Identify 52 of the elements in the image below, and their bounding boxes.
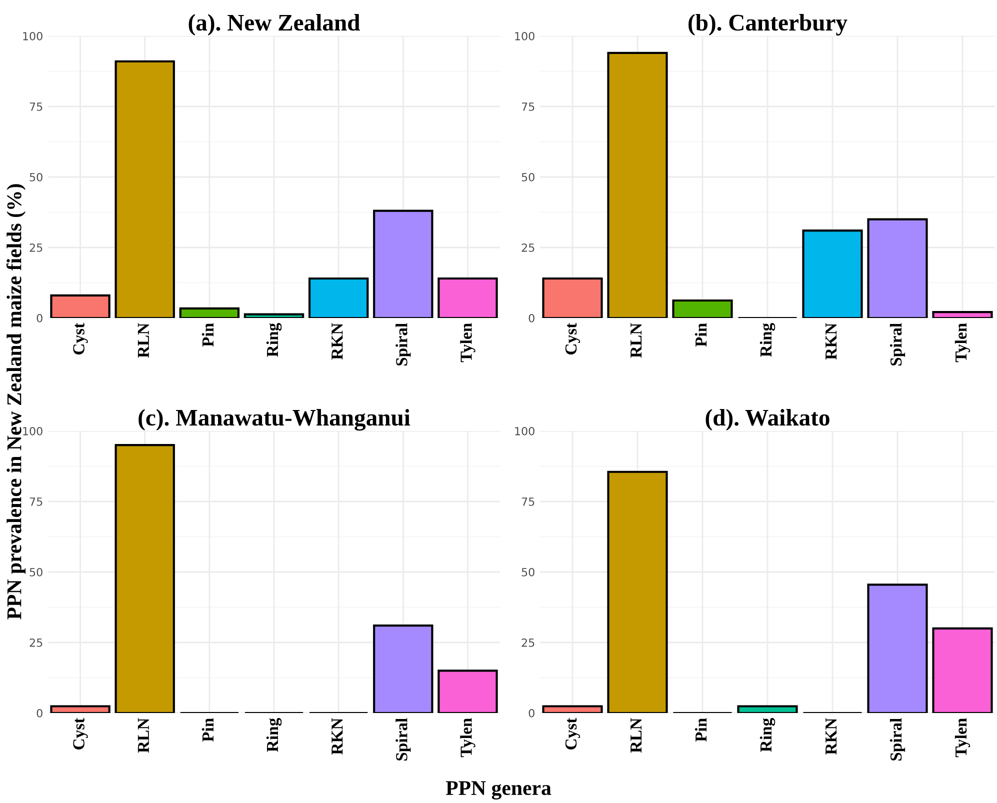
x-tick-label: Cyst xyxy=(565,322,580,354)
x-tick-label: Spiral xyxy=(396,323,411,366)
y-tick-label: 25 xyxy=(522,638,534,647)
y-tick-label: 75 xyxy=(30,102,42,111)
x-tick-label: Ring xyxy=(266,718,282,752)
x-tick-label: Pin xyxy=(694,718,707,742)
y-tick-label: 100 xyxy=(515,32,534,40)
x-tick-label: Ring xyxy=(266,323,282,357)
x-tick-label: Pin xyxy=(202,323,214,347)
chart-title: (b). Canterbury xyxy=(688,14,848,36)
y-tick-label: 100 xyxy=(23,32,42,40)
x-tick-label: Cyst xyxy=(73,718,88,750)
y-tick-label: 25 xyxy=(30,243,42,252)
y-tick-label: 0 xyxy=(528,708,534,718)
y-tick-label: 25 xyxy=(522,243,534,252)
x-tick-label: Tylen xyxy=(954,718,970,758)
x-tick-label: RLN xyxy=(138,718,149,753)
y-tick-label: 100 xyxy=(515,426,534,436)
x-tick-label: RLN xyxy=(630,323,642,358)
x-tick-label: RKN xyxy=(332,718,343,755)
x-tick-label: RKN xyxy=(826,718,837,755)
x-tick-label: Tylen xyxy=(460,323,476,362)
y-tick-label: 0 xyxy=(528,314,534,322)
x-tick-label: Pin xyxy=(202,718,214,742)
x-tick-label: Spiral xyxy=(890,718,906,760)
x-tick-label: RKN xyxy=(826,323,837,360)
x-tick-label: Pin xyxy=(694,323,707,347)
x-tick-label: RLN xyxy=(138,323,149,358)
x-tick-label: Cyst xyxy=(565,718,580,750)
chart-title: (a). New Zealand xyxy=(188,14,360,36)
y-tick-label: 25 xyxy=(30,638,42,647)
y-tick-label: 50 xyxy=(30,568,42,576)
chart-title: (c). Manawatu-Whanganui xyxy=(138,409,410,431)
x-tick-label: RKN xyxy=(332,323,343,360)
x-tick-label: Tylen xyxy=(460,718,476,758)
y-tick-label: 0 xyxy=(36,708,42,718)
y-tick-label: 75 xyxy=(30,498,42,506)
x-tick-label: Ring xyxy=(760,718,776,752)
x-tick-label: Tylen xyxy=(954,323,970,362)
x-tick-label: Ring xyxy=(760,323,776,357)
x-tick-label: Spiral xyxy=(396,718,411,760)
y-tick-label: 0 xyxy=(36,314,42,322)
x-tick-label: Spiral xyxy=(890,323,906,366)
y-tick-label: 50 xyxy=(522,172,534,182)
x-axis-title: PPN genera xyxy=(446,781,552,800)
y-tick-label: 75 xyxy=(522,102,534,111)
y-tick-label: 75 xyxy=(522,498,534,506)
x-tick-label: RLN xyxy=(630,718,642,753)
y-tick-label: 50 xyxy=(522,568,534,576)
y-tick-label: 50 xyxy=(30,172,42,182)
x-tick-label: Cyst xyxy=(73,322,88,354)
chart-title: (d). Waikato xyxy=(706,409,830,430)
